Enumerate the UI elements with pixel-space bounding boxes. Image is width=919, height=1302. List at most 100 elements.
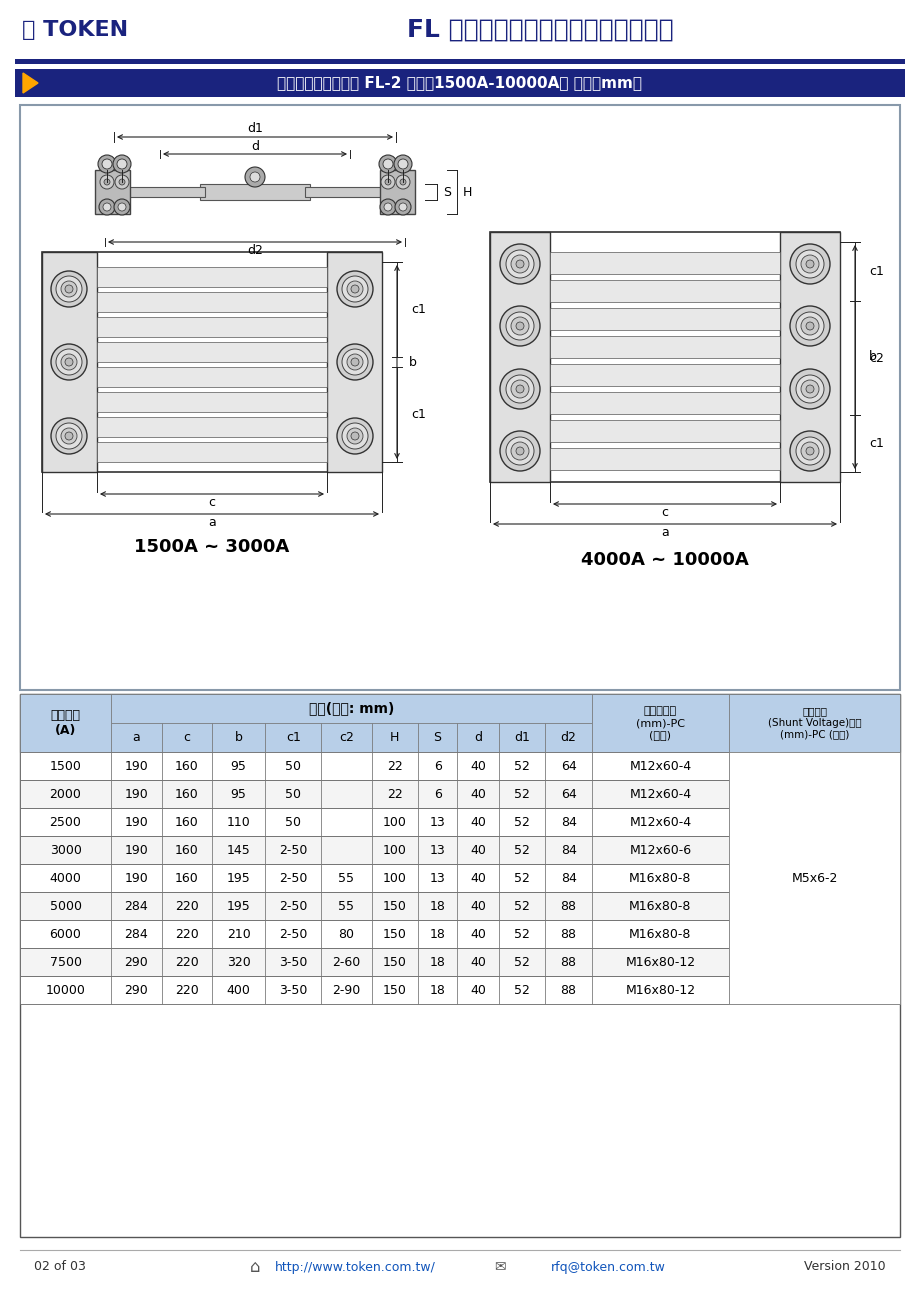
Bar [199, 184, 310, 201]
Bar [265, 753, 321, 780]
Bar [162, 836, 211, 865]
Text: 88: 88 [560, 956, 576, 969]
Bar [321, 865, 371, 892]
Bar [162, 976, 211, 1004]
Text: c1: c1 [411, 408, 425, 421]
Text: ✉: ✉ [494, 1260, 505, 1273]
Text: 52: 52 [514, 788, 529, 801]
Bar [457, 753, 499, 780]
Bar [371, 921, 417, 948]
Bar [550, 448, 779, 470]
Bar [371, 892, 417, 921]
Bar [499, 976, 545, 1004]
Text: 10000: 10000 [46, 983, 85, 996]
Bar [20, 865, 111, 892]
Text: 2-50: 2-50 [278, 927, 307, 940]
Circle shape [102, 159, 112, 169]
Circle shape [244, 167, 265, 187]
Circle shape [65, 432, 73, 440]
Bar [20, 921, 899, 948]
Text: d2: d2 [560, 730, 576, 743]
Circle shape [56, 423, 82, 449]
Circle shape [805, 447, 813, 454]
Text: c: c [661, 506, 668, 519]
Bar [457, 892, 499, 921]
Text: 40: 40 [470, 788, 485, 801]
Circle shape [789, 431, 829, 471]
Bar [728, 694, 899, 753]
Text: 1500A ~ 3000A: 1500A ~ 3000A [134, 538, 289, 556]
Bar [20, 921, 111, 948]
Bar [321, 921, 371, 948]
Bar [728, 865, 899, 892]
Bar [591, 892, 728, 921]
Bar [20, 836, 111, 865]
Bar [321, 780, 371, 809]
Bar [96, 417, 326, 437]
Bar [321, 753, 371, 780]
Text: c1: c1 [868, 266, 883, 279]
Bar [111, 865, 162, 892]
Bar [20, 865, 899, 892]
Text: 40: 40 [470, 844, 485, 857]
Circle shape [336, 271, 372, 307]
Text: 150: 150 [382, 983, 406, 996]
Bar [20, 836, 899, 865]
Bar [417, 948, 457, 976]
Text: M12x60-4: M12x60-4 [629, 815, 691, 828]
Circle shape [51, 271, 87, 307]
Circle shape [795, 312, 823, 340]
Text: 160: 160 [175, 844, 199, 857]
Bar [111, 836, 162, 865]
Text: 額定電流
(A): 額定電流 (A) [51, 710, 81, 737]
Circle shape [499, 243, 539, 284]
Bar [728, 780, 899, 809]
Bar [265, 723, 321, 753]
Bar [111, 694, 591, 723]
Bar [728, 948, 899, 976]
Text: d1: d1 [247, 122, 263, 135]
Text: 4000: 4000 [50, 871, 82, 884]
Circle shape [800, 255, 818, 273]
Text: 160: 160 [175, 815, 199, 828]
Bar [550, 280, 779, 302]
Text: 1500: 1500 [50, 759, 82, 772]
Bar [545, 921, 591, 948]
Bar [96, 342, 326, 362]
Bar [545, 976, 591, 1004]
Bar [499, 865, 545, 892]
Text: a: a [661, 526, 668, 539]
Text: 220: 220 [175, 927, 199, 940]
Circle shape [98, 155, 116, 173]
Bar [20, 753, 111, 780]
Bar [779, 232, 839, 482]
Bar [265, 976, 321, 1004]
Circle shape [351, 432, 358, 440]
Text: 2-60: 2-60 [332, 956, 360, 969]
Text: 22: 22 [387, 759, 403, 772]
Circle shape [56, 349, 82, 375]
Text: d: d [473, 730, 482, 743]
Bar [162, 723, 211, 753]
Circle shape [250, 172, 260, 182]
Text: 6: 6 [433, 759, 441, 772]
Circle shape [119, 178, 125, 185]
Text: d: d [251, 139, 259, 152]
Bar [96, 392, 326, 411]
Bar [305, 187, 384, 197]
Text: 13: 13 [429, 844, 445, 857]
Bar [499, 753, 545, 780]
Bar [265, 865, 321, 892]
Bar [111, 976, 162, 1004]
Text: 220: 220 [175, 983, 199, 996]
Circle shape [516, 385, 524, 393]
Bar [0, 0, 919, 60]
Bar [211, 976, 265, 1004]
Text: 190: 190 [124, 759, 148, 772]
Bar [371, 865, 417, 892]
Text: M12x60-4: M12x60-4 [629, 759, 691, 772]
Bar [728, 753, 899, 1004]
Bar [371, 723, 417, 753]
Text: 40: 40 [470, 815, 485, 828]
Bar [211, 780, 265, 809]
